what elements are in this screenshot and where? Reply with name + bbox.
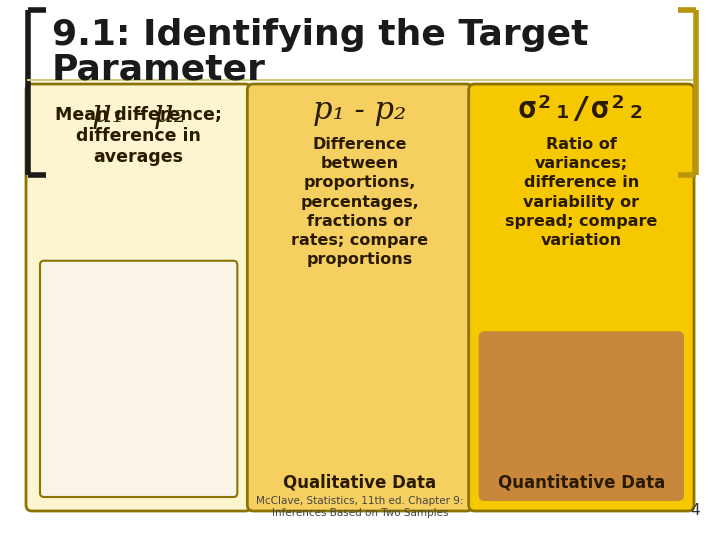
FancyBboxPatch shape: [479, 332, 684, 501]
Text: 4: 4: [690, 503, 700, 518]
Text: σ²₁/σ²₂: σ²₁/σ²₂: [517, 95, 646, 124]
Text: Quantitative Data: Quantitative Data: [498, 473, 665, 491]
Text: Mean difference;
difference in
averages: Mean difference; difference in averages: [55, 106, 222, 166]
Text: McClave, Statistics, 11th ed. Chapter 9:
Inferences Based on Two Samples: McClave, Statistics, 11th ed. Chapter 9:…: [256, 496, 464, 518]
FancyBboxPatch shape: [469, 84, 694, 511]
Text: Ratio of
variances;
difference in
variability or
spread; compare
variation: Ratio of variances; difference in variab…: [505, 137, 657, 248]
Text: Parameter: Parameter: [52, 52, 266, 86]
FancyBboxPatch shape: [40, 261, 238, 497]
FancyBboxPatch shape: [26, 84, 251, 511]
Text: Qualitative Data: Qualitative Data: [284, 473, 436, 491]
Text: p₁ - p₂: p₁ - p₂: [313, 95, 407, 126]
Text: μ₁ - μ₂: μ₁ - μ₂: [91, 98, 186, 129]
Text: Difference
between
proportions,
percentages,
fractions or
rates; compare
proport: Difference between proportions, percenta…: [292, 137, 428, 267]
FancyBboxPatch shape: [248, 84, 472, 511]
Text: 9.1: Identifying the Target: 9.1: Identifying the Target: [52, 18, 588, 52]
